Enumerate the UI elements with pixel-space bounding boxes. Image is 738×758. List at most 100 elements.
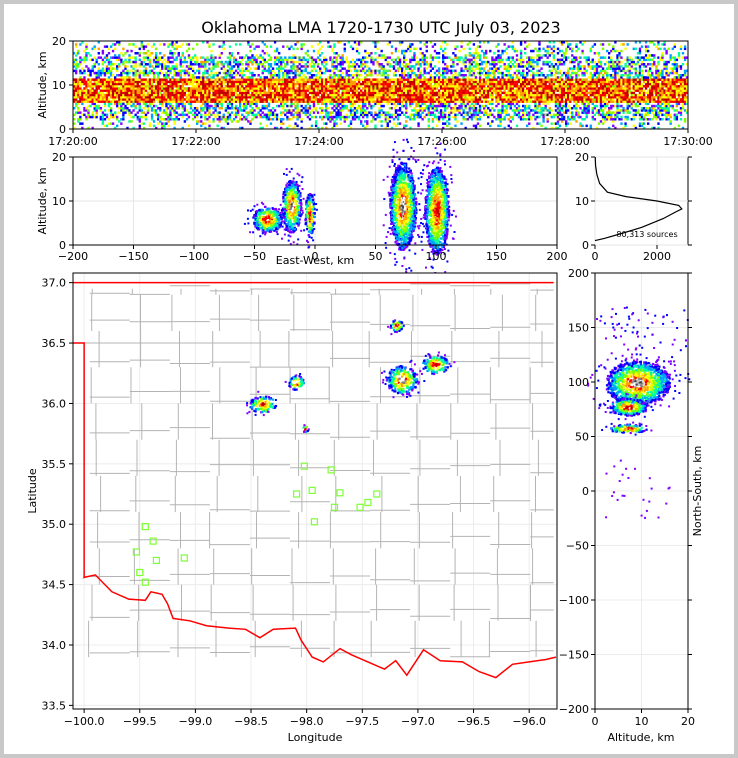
density-cell [232,87,236,90]
density-cell [187,87,191,90]
density-cell [398,60,402,64]
density-cell [280,58,283,62]
density-cell [401,67,404,70]
density-cell [167,56,170,59]
density-cell [501,85,504,88]
density-cell [73,87,76,90]
density-cell [468,85,471,88]
density-cell [202,82,205,86]
density-cell [380,56,383,59]
density-cell [296,104,299,108]
density-cell [267,58,271,62]
density-cell [452,52,455,55]
density-cell [341,58,344,62]
density-cell [173,69,176,73]
density-cell [177,113,180,117]
density-cell [384,78,387,81]
density-cell [415,82,418,86]
density-cell [167,124,170,128]
density-cell [122,113,125,117]
density-cell [423,60,426,64]
density-cell [384,71,387,75]
density-cell [187,71,191,75]
density-cell [401,96,404,99]
density-cell [380,71,383,75]
density-cell [403,78,406,81]
density-cell [282,76,285,79]
density-cell [384,93,387,97]
density-cell [140,85,143,88]
density-cell [435,109,439,112]
density-cell [368,67,371,70]
density-cell [458,82,461,86]
density-cell [239,93,242,97]
density-cell [296,91,299,95]
density-cell [370,60,373,64]
density-cell [339,60,342,64]
density-cell [220,98,223,101]
density-cell [480,71,484,75]
density-cell [509,96,512,99]
density-cell [144,52,148,55]
density-cell [380,80,383,84]
density-cell [462,63,465,66]
density-cell [519,115,523,119]
density-cell [403,91,406,95]
density-cell [163,124,166,128]
density-cell [167,93,170,97]
density-cell [388,56,392,59]
density-cell [417,115,420,119]
density-cell [435,104,439,108]
density-cell [173,122,176,125]
density-cell [245,60,248,64]
density-cell [454,100,457,103]
density-cell [452,89,455,92]
density-cell [138,47,141,51]
density-cell [263,76,266,79]
density-cell [458,91,461,95]
density-cell [296,118,299,121]
density-cell [122,82,125,86]
density-cell [310,98,314,101]
density-cell [83,58,86,62]
density-cell [509,76,512,79]
density-cell [136,74,139,77]
density-cell [210,113,213,117]
density-cell [480,93,484,97]
density-cell [450,69,453,73]
density-cell [364,93,367,97]
density-cell [437,102,441,106]
density-cell [485,89,488,92]
density-cell [261,69,264,73]
density-cell [181,80,184,84]
density-cell [286,74,289,77]
density-cell [501,87,504,90]
density-cell [206,104,209,108]
density-cell [140,109,143,112]
density-cell [286,85,289,88]
density-cell [333,80,336,84]
density-cell [507,113,510,117]
density-cell [167,91,170,95]
density-cell [472,111,476,114]
density-cell [278,96,281,99]
density-cell [466,100,469,103]
density-cell [247,82,250,86]
density-cell [351,93,355,97]
density-cell [483,69,486,73]
density-cell [294,124,297,128]
density-cell [507,67,510,70]
density-cell [462,47,465,51]
density-cell [202,71,205,75]
density-cell [253,96,256,99]
density-cell [230,98,234,101]
density-cell [464,67,467,70]
density-cell [390,85,394,88]
density-cell [308,96,312,99]
density-cell [448,96,451,99]
density-cell [491,107,494,110]
density-cell [122,76,125,79]
density-cell [519,74,523,77]
density-cell [374,41,377,44]
density-cell [327,76,330,79]
